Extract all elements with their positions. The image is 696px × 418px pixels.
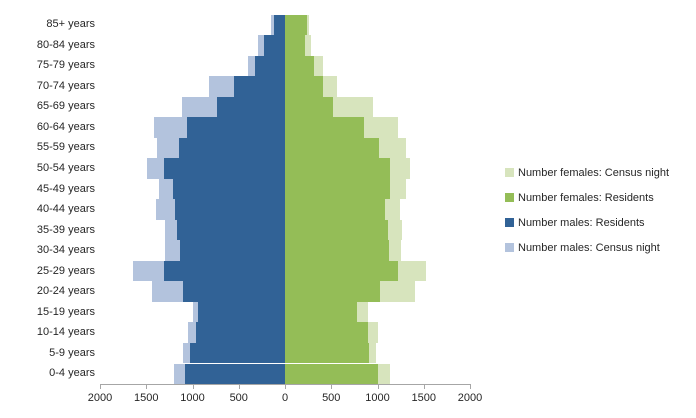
bar-number-females-residents-5-9-years [285, 342, 370, 364]
bar-number-males-residents-15-19-years [197, 301, 285, 323]
legend-swatch-number-males-residents [505, 218, 514, 227]
bar-number-females-residents-25-29-years [285, 260, 398, 282]
bar-number-males-residents-45-49-years [173, 178, 285, 200]
bar-number-males-residents-55-59-years [178, 137, 285, 159]
y-axis-label-85-years: 85+ years [46, 18, 95, 31]
legend-item-number-females-census-night: Number females: Census night [505, 160, 669, 185]
x-axis-line [100, 384, 471, 386]
x-axis-tick-5 [331, 385, 333, 390]
bar-number-females-residents-40-44-years [285, 199, 385, 220]
x-axis-tick-2 [192, 385, 194, 390]
x-axis-tick-label-4: 0 [281, 392, 289, 405]
bar-number-females-residents-45-49-years [285, 178, 390, 200]
bar-number-males-residents-85-years [273, 14, 285, 36]
y-axis-label-10-14-years: 10-14 years [36, 326, 95, 339]
y-axis-label-65-69-years: 65-69 years [36, 100, 95, 113]
bar-number-males-residents-25-29-years [164, 260, 285, 282]
bar-number-males-residents-20-24-years [182, 281, 285, 302]
bar-number-females-residents-75-79-years [285, 55, 315, 77]
bar-number-males-residents-0-4-years [185, 363, 285, 385]
y-axis-label-55-59-years: 55-59 years [36, 141, 95, 154]
y-axis-label-20-24-years: 20-24 years [36, 285, 95, 298]
x-axis-tick-0 [100, 385, 101, 390]
bar-number-females-residents-30-34-years [285, 240, 389, 261]
bar-number-females-residents-80-84-years [285, 35, 306, 56]
legend-swatch-number-females-residents [505, 193, 514, 202]
y-axis-label-0-4-years: 0-4 years [49, 367, 95, 380]
x-axis-tick-8 [470, 385, 471, 390]
bar-number-females-residents-65-69-years [285, 96, 334, 118]
x-axis-tick-7 [423, 385, 425, 390]
bar-number-females-residents-35-39-years [285, 219, 388, 241]
x-axis-tick-label-7: 1500 [411, 392, 436, 405]
bar-number-males-residents-35-39-years [177, 219, 285, 241]
y-axis-label-25-29-years: 25-29 years [36, 264, 95, 277]
x-axis-tick-label-3: 500 [229, 392, 248, 405]
legend-item-number-females-residents: Number females: Residents [505, 185, 669, 210]
legend-item-number-males-census-night: Number males: Census night [505, 235, 669, 260]
bar-number-males-residents-10-14-years [196, 322, 285, 343]
legend-item-number-males-residents: Number males: Residents [505, 210, 669, 235]
bar-number-females-residents-15-19-years [285, 301, 358, 323]
y-axis-label-15-19-years: 15-19 years [36, 305, 95, 318]
bar-number-males-residents-5-9-years [190, 342, 285, 364]
x-axis-tick-label-5: 500 [322, 392, 341, 405]
bar-number-males-residents-40-44-years [174, 199, 285, 220]
legend-label-number-females-residents: Number females: Residents [518, 191, 654, 204]
y-axis-label-40-44-years: 40-44 years [36, 203, 95, 216]
legend-label-number-females-census-night: Number females: Census night [518, 166, 670, 179]
y-axis-label-5-9-years: 5-9 years [49, 346, 95, 359]
bar-number-females-residents-55-59-years [285, 137, 380, 159]
bar-number-females-residents-0-4-years [285, 363, 379, 385]
legend-label-number-males-residents: Number males: Residents [518, 216, 645, 229]
x-axis-tick-label-8: 2000 [457, 392, 483, 405]
y-axis-label-35-39-years: 35-39 years [36, 223, 95, 236]
y-axis-label-30-34-years: 30-34 years [36, 244, 95, 257]
x-axis-tick-label-6: 1000 [365, 392, 390, 405]
x-axis-tick-label-0: 2000 [87, 392, 113, 405]
x-axis-tick-label-2: 1000 [180, 392, 205, 405]
x-axis-tick-6 [377, 385, 379, 390]
y-axis-label-45-49-years: 45-49 years [36, 182, 95, 195]
bar-number-females-residents-20-24-years [285, 281, 380, 302]
y-axis-label-80-84-years: 80-84 years [36, 38, 95, 51]
bar-number-females-residents-50-54-years [285, 158, 390, 179]
y-axis-label-50-54-years: 50-54 years [36, 161, 95, 174]
y-axis-label-75-79-years: 75-79 years [36, 59, 95, 72]
x-axis-tick-3 [238, 385, 240, 390]
bar-number-males-residents-65-69-years [216, 96, 285, 118]
bar-number-males-residents-70-74-years [234, 76, 285, 97]
bar-number-males-residents-75-79-years [254, 55, 285, 77]
bar-number-females-residents-85-years [285, 14, 307, 36]
legend-label-number-males-census-night: Number males: Census night [518, 241, 660, 254]
bar-number-females-residents-10-14-years [285, 322, 369, 343]
x-axis-tick-label-1: 1500 [134, 392, 159, 405]
bar-number-males-residents-60-64-years [187, 117, 285, 138]
bar-number-males-residents-30-34-years [180, 240, 285, 261]
bar-number-males-residents-50-54-years [163, 158, 285, 179]
legend-swatch-number-females-census-night [505, 168, 514, 177]
legend: Number females: Census night Number femal… [505, 160, 669, 260]
x-axis-tick-4 [285, 385, 286, 390]
x-axis-tick-1 [146, 385, 148, 390]
bar-number-females-residents-60-64-years [285, 117, 365, 138]
y-axis-label-70-74-years: 70-74 years [36, 79, 95, 92]
y-axis-label-60-64-years: 60-64 years [36, 120, 95, 133]
legend-swatch-number-males-census-night [505, 243, 514, 252]
bar-number-females-residents-70-74-years [285, 76, 324, 97]
bar-number-males-residents-80-84-years [263, 35, 285, 56]
